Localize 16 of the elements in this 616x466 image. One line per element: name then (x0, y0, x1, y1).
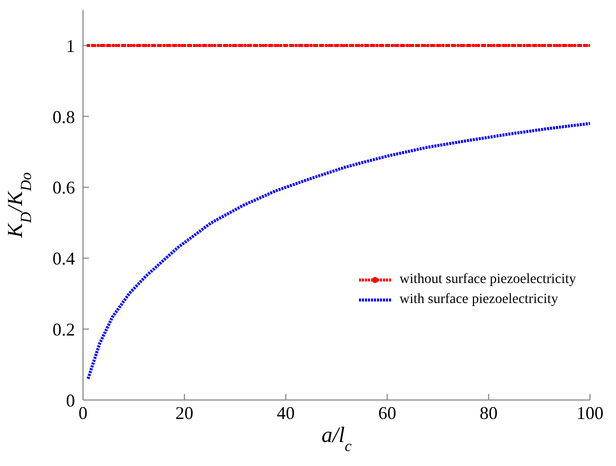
x-tick-label: 40 (276, 402, 295, 423)
y-tick-label: 0.6 (52, 178, 75, 198)
x-tick-label: 80 (480, 402, 498, 423)
y-tick-label: 0.8 (52, 106, 75, 127)
x-tick-label: 20 (175, 402, 194, 423)
y-tick-label: 0 (66, 390, 75, 410)
y-tick-label: 0.4 (52, 248, 75, 269)
y-tick-label: 1 (66, 36, 75, 56)
x-tick-label: 60 (378, 402, 396, 423)
legend-label: with surface piezoelectricity (400, 291, 558, 309)
x-axis-title: a/l$_{c}$ (321, 422, 352, 454)
line-series (86, 122, 590, 380)
y-tick-label: 0.2 (52, 319, 75, 340)
legend-label: without surface piezoelectricity (400, 271, 576, 289)
x-tick-label: 100 (576, 402, 604, 423)
x-tick-label: 0 (78, 402, 88, 423)
